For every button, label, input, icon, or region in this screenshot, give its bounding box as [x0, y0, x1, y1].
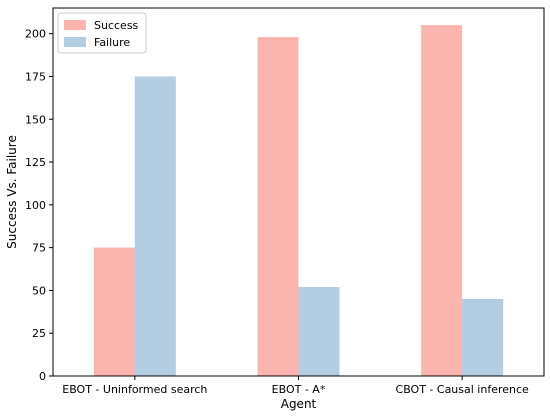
- y-tick-label: 50: [32, 284, 46, 297]
- y-axis-label: Success Vs. Failure: [5, 135, 19, 249]
- plot-area: [93, 25, 504, 377]
- y-tick-label: 100: [25, 199, 46, 212]
- legend-swatch-failure: [64, 37, 86, 47]
- legend: Success Failure: [57, 12, 147, 54]
- x-tick-label: CBOT - Causal inference: [396, 383, 530, 396]
- legend-swatch-success: [64, 20, 86, 30]
- x-tick-label: EBOT - A*: [272, 383, 326, 396]
- bar-failure-2: [298, 286, 340, 376]
- x-axis-label: Agent: [281, 397, 317, 411]
- bar-success-3: [421, 25, 463, 377]
- y-tick-label: 200: [25, 28, 46, 41]
- y-tick-label: 175: [25, 70, 46, 83]
- x-axis: EBOT - Uninformed search EBOT - A* CBOT - …: [62, 376, 529, 396]
- bar-failure-1: [134, 76, 176, 376]
- legend-label-failure: Failure: [94, 36, 130, 49]
- y-tick-label: 150: [25, 113, 46, 126]
- legend-label-success: Success: [94, 19, 139, 32]
- y-tick-label: 0: [39, 370, 46, 383]
- bar-failure-3: [462, 298, 504, 376]
- x-tick-label: EBOT - Uninformed search: [62, 383, 207, 396]
- bar-success-2: [257, 37, 299, 376]
- y-axis: 0 25 50 75 100 125 150 175 200: [25, 28, 53, 383]
- bar-success-1: [93, 247, 135, 376]
- y-tick-label: 75: [32, 242, 46, 255]
- y-tick-label: 25: [32, 327, 46, 340]
- y-tick-label: 125: [25, 156, 46, 169]
